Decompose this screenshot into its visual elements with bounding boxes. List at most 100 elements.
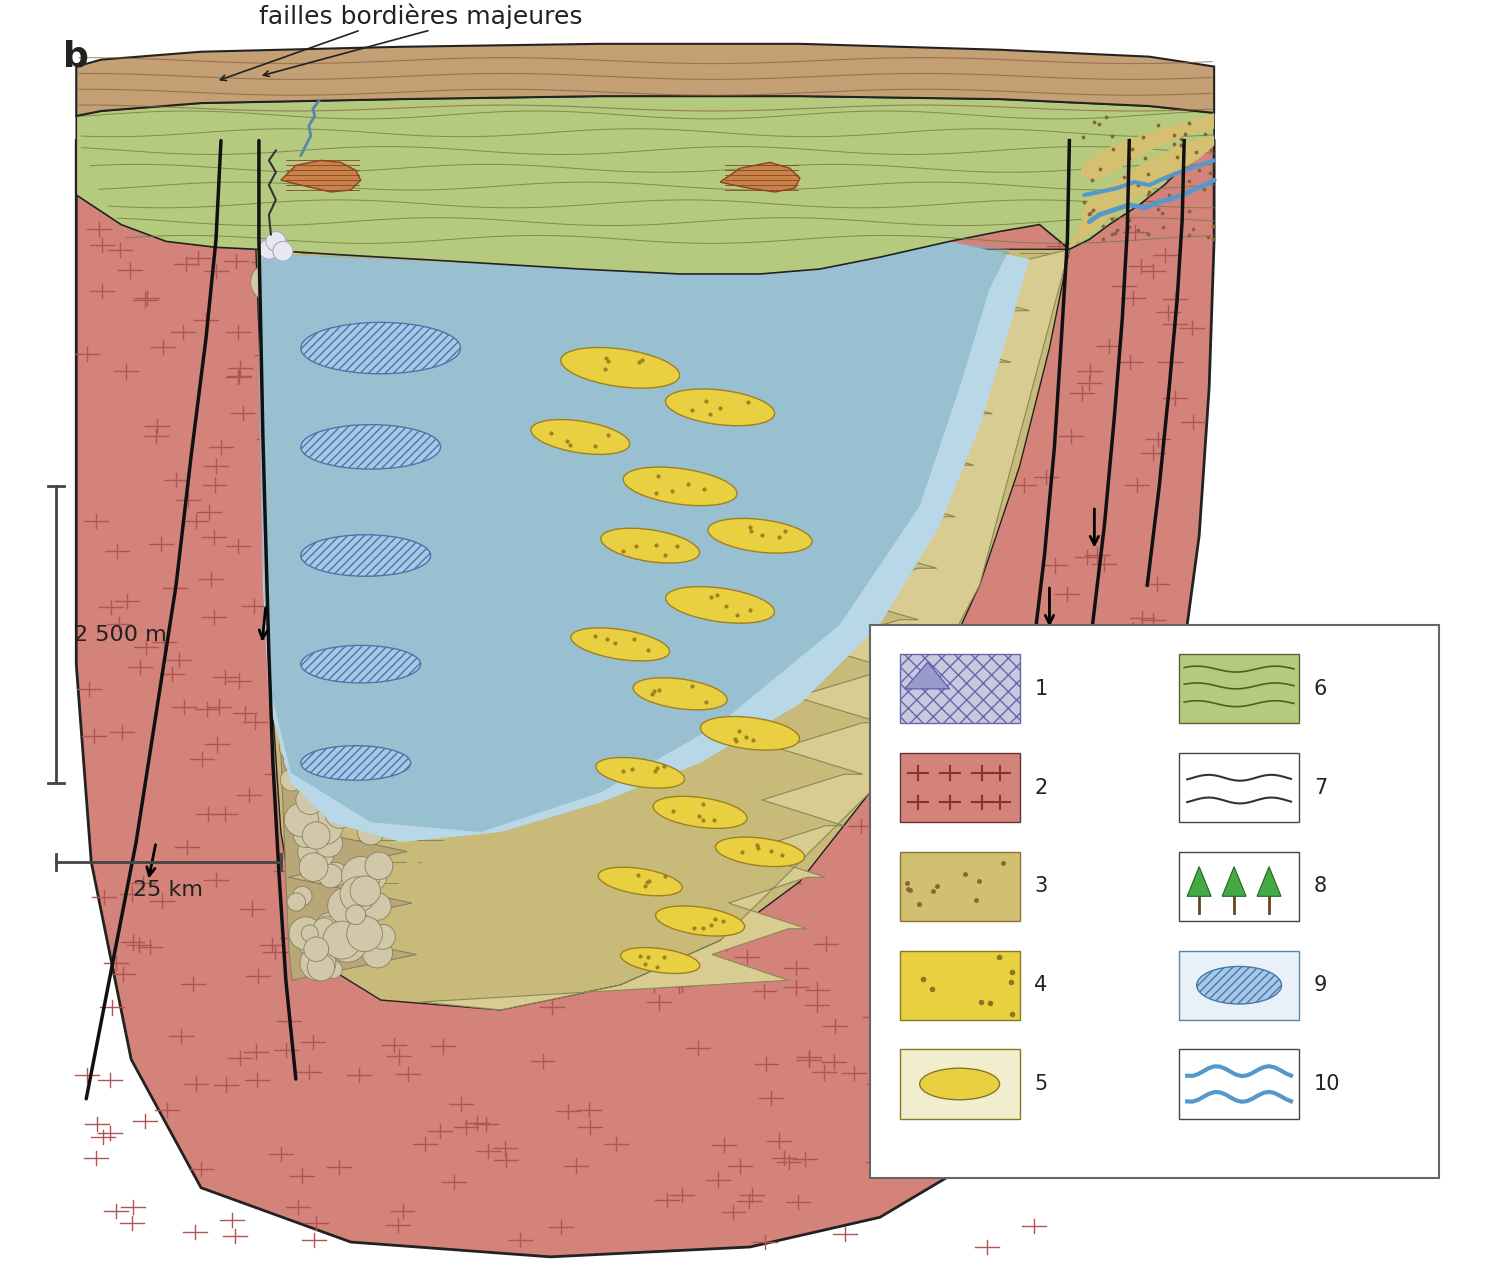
Ellipse shape (1197, 966, 1281, 1005)
Polygon shape (256, 249, 1070, 1010)
Ellipse shape (531, 419, 630, 455)
FancyBboxPatch shape (1179, 1049, 1299, 1118)
Circle shape (345, 905, 366, 924)
Circle shape (292, 887, 312, 906)
Circle shape (362, 938, 393, 967)
Circle shape (297, 688, 338, 726)
Circle shape (286, 410, 306, 429)
Circle shape (291, 627, 310, 645)
Circle shape (266, 231, 286, 252)
Circle shape (328, 558, 366, 596)
Polygon shape (76, 43, 1214, 116)
Ellipse shape (633, 677, 728, 709)
Circle shape (306, 806, 344, 845)
Text: 10: 10 (1314, 1074, 1341, 1094)
Circle shape (260, 239, 279, 259)
Circle shape (278, 282, 308, 311)
Circle shape (302, 327, 336, 363)
Text: 2: 2 (1035, 777, 1047, 797)
Circle shape (302, 925, 318, 942)
Text: 3: 3 (1035, 877, 1047, 896)
Ellipse shape (602, 528, 699, 564)
Circle shape (333, 304, 372, 343)
Polygon shape (260, 242, 1029, 842)
Circle shape (296, 786, 324, 814)
Ellipse shape (302, 534, 430, 576)
Circle shape (339, 391, 366, 418)
Circle shape (308, 953, 334, 982)
Circle shape (327, 887, 364, 924)
Circle shape (279, 437, 304, 464)
Circle shape (294, 643, 316, 666)
Circle shape (357, 819, 384, 845)
FancyBboxPatch shape (1179, 951, 1299, 1020)
Circle shape (333, 507, 368, 541)
Circle shape (316, 912, 340, 935)
Circle shape (332, 343, 364, 376)
Circle shape (264, 328, 300, 366)
Circle shape (370, 924, 396, 950)
Circle shape (316, 916, 336, 935)
Circle shape (320, 284, 360, 323)
Ellipse shape (666, 587, 774, 624)
Circle shape (304, 371, 324, 390)
Circle shape (273, 242, 292, 261)
Circle shape (327, 691, 362, 725)
Polygon shape (76, 141, 1214, 1256)
FancyBboxPatch shape (870, 625, 1438, 1178)
Circle shape (279, 533, 302, 556)
FancyBboxPatch shape (900, 654, 1020, 723)
FancyBboxPatch shape (900, 753, 1020, 822)
Circle shape (303, 639, 338, 674)
Circle shape (264, 351, 284, 371)
Circle shape (320, 282, 342, 304)
Circle shape (357, 808, 384, 835)
Circle shape (318, 382, 350, 413)
Text: 25 km: 25 km (134, 881, 202, 900)
Circle shape (303, 615, 330, 642)
Circle shape (340, 552, 364, 574)
Polygon shape (420, 249, 1070, 1010)
Circle shape (290, 916, 322, 950)
Circle shape (352, 483, 369, 500)
Circle shape (327, 711, 352, 735)
Ellipse shape (700, 717, 800, 750)
Ellipse shape (652, 796, 747, 828)
Circle shape (330, 501, 350, 520)
Polygon shape (1068, 112, 1214, 249)
Ellipse shape (572, 627, 669, 661)
Circle shape (298, 833, 334, 870)
Circle shape (324, 332, 356, 364)
Circle shape (328, 662, 368, 699)
Circle shape (310, 521, 342, 552)
Circle shape (342, 403, 378, 438)
Circle shape (290, 636, 327, 674)
FancyBboxPatch shape (1179, 852, 1299, 921)
Polygon shape (261, 259, 417, 980)
FancyBboxPatch shape (900, 852, 1020, 921)
Circle shape (282, 604, 306, 629)
Circle shape (336, 290, 372, 326)
Circle shape (306, 376, 328, 397)
Circle shape (294, 823, 318, 847)
Circle shape (330, 488, 357, 515)
Circle shape (333, 362, 350, 378)
Ellipse shape (708, 519, 812, 553)
Circle shape (345, 334, 366, 354)
Circle shape (318, 699, 346, 726)
Circle shape (268, 488, 290, 507)
Circle shape (346, 916, 382, 952)
Circle shape (321, 674, 357, 708)
Circle shape (272, 575, 302, 606)
Circle shape (300, 699, 338, 735)
Circle shape (318, 731, 351, 764)
Text: 9: 9 (1314, 975, 1328, 996)
Circle shape (324, 787, 351, 814)
Circle shape (352, 763, 380, 790)
Circle shape (298, 465, 327, 493)
Circle shape (351, 594, 369, 611)
Circle shape (267, 593, 303, 629)
Circle shape (336, 758, 374, 794)
Circle shape (310, 697, 346, 731)
Circle shape (273, 438, 308, 473)
